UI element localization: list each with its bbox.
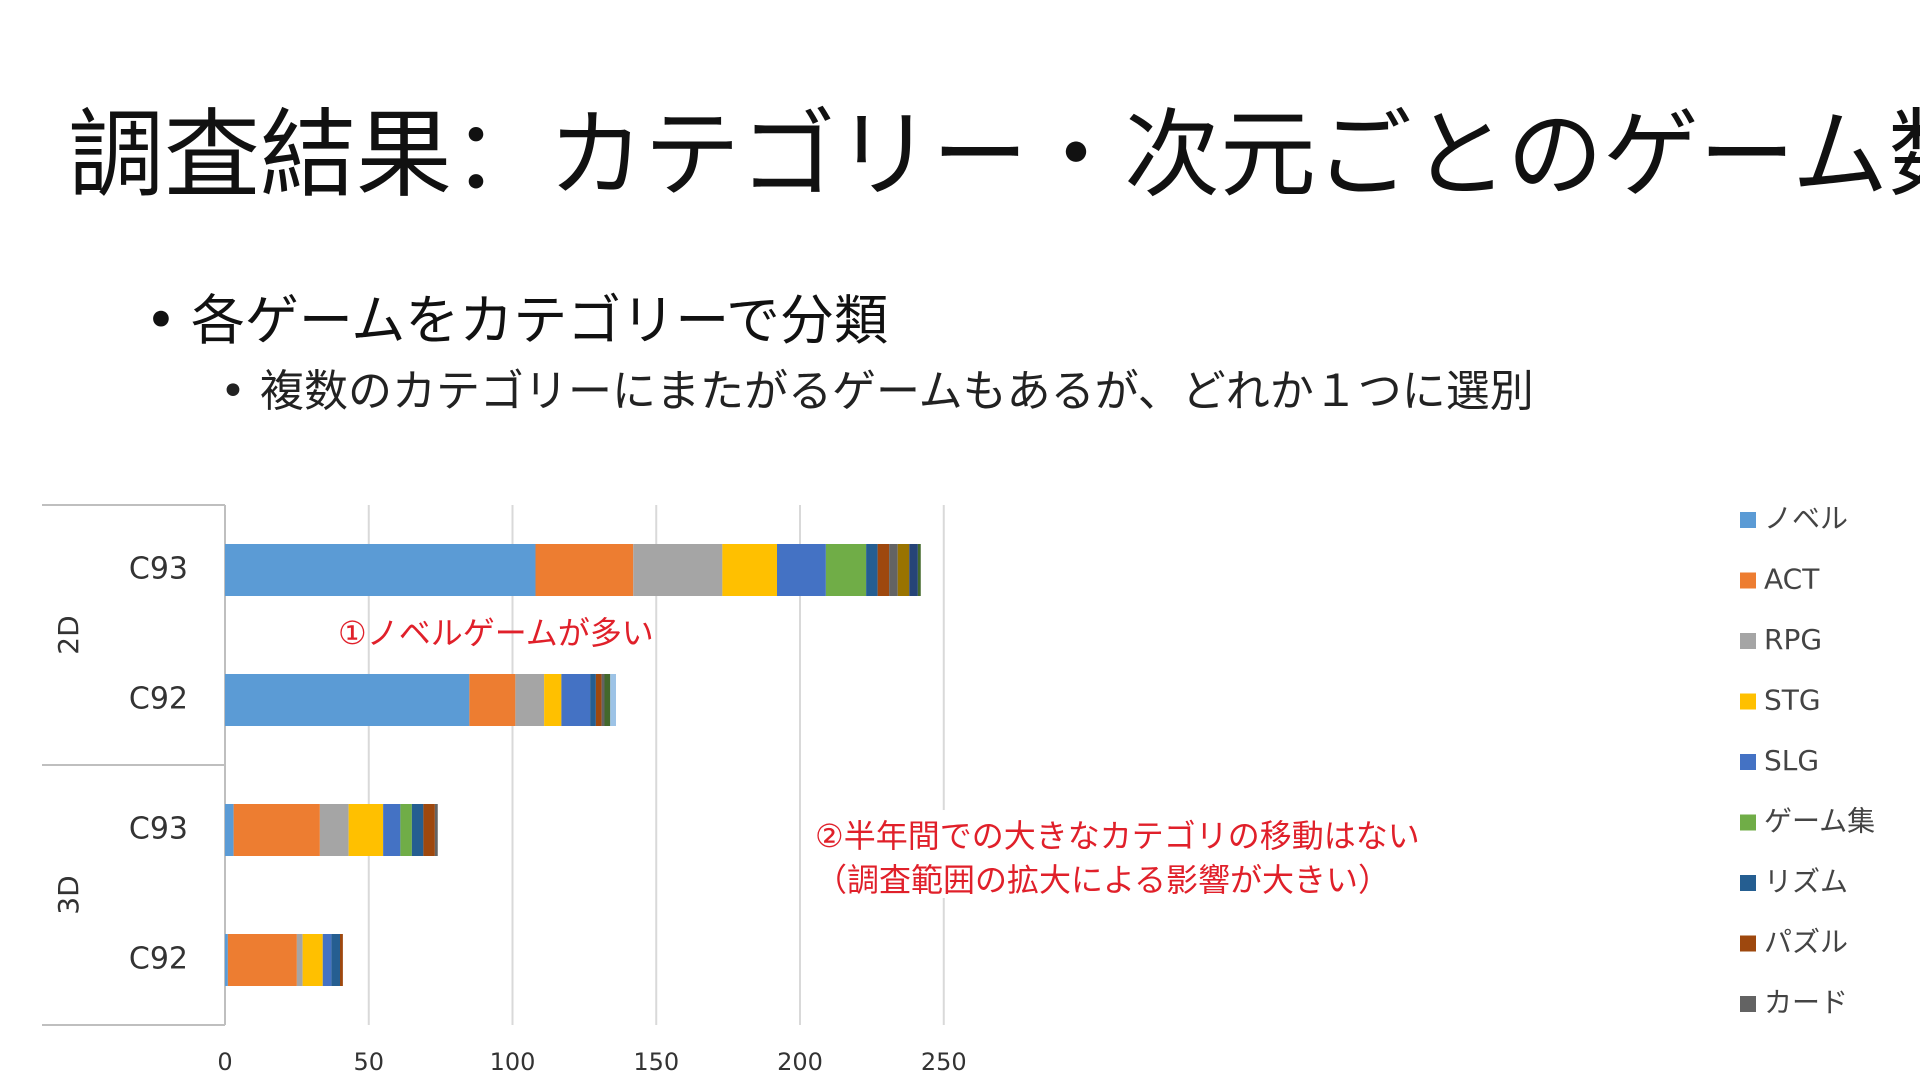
bar-segment xyxy=(225,544,536,596)
legend-label: SLG xyxy=(1764,744,1819,777)
bar-segment xyxy=(909,544,918,596)
bar-segment xyxy=(423,804,435,856)
legend-label: ノベル xyxy=(1764,502,1848,535)
x-tick-label: 250 xyxy=(921,1048,967,1076)
bar-segment xyxy=(610,674,616,726)
legend-swatch xyxy=(1740,875,1756,891)
legend-swatch xyxy=(1740,935,1756,952)
bar-segment xyxy=(227,934,297,986)
bar-segment xyxy=(348,804,384,856)
bar-segment xyxy=(411,804,424,856)
bar-segment xyxy=(319,804,349,856)
legend-swatch xyxy=(1740,572,1756,589)
bullet-dot-icon: • xyxy=(220,366,246,417)
annotation-text: （調査範囲の拡大による影響が大きい） xyxy=(815,861,1390,899)
bar-segment xyxy=(825,544,867,596)
bar-segment xyxy=(897,544,910,596)
x-tick-label: 0 xyxy=(217,1048,232,1076)
legend-swatch xyxy=(1740,693,1756,710)
annotation-text: ②半年間での大きなカテゴリの移動はない xyxy=(815,817,1420,855)
bar-segment xyxy=(302,934,323,986)
bar-segment xyxy=(225,674,470,726)
bar-segment xyxy=(225,934,228,986)
legend-swatch xyxy=(1740,512,1756,528)
group-label: 2D xyxy=(52,615,85,654)
legend-label: パズル xyxy=(1764,926,1848,959)
bar-segment xyxy=(535,544,634,596)
bullet-1-text: 各ゲームをカテゴリーで分類 xyxy=(190,289,888,352)
bar-segment xyxy=(340,934,343,986)
legend-swatch xyxy=(1740,996,1756,1012)
bar-segment xyxy=(595,674,602,726)
bar-segment xyxy=(777,544,826,596)
bar-segment xyxy=(469,674,516,726)
row-label: C92 xyxy=(129,682,188,717)
bar-segment xyxy=(590,674,596,726)
bar-segment xyxy=(877,544,890,596)
bullet-level-1: • 各ゲームをカテゴリーで分類 xyxy=(145,288,1534,354)
bar-segment xyxy=(434,804,438,856)
bar-segment xyxy=(296,934,303,986)
x-tick-label: 50 xyxy=(353,1048,384,1076)
row-label: C92 xyxy=(129,942,188,977)
bar-segment xyxy=(601,674,605,726)
x-tick-label: 200 xyxy=(777,1048,823,1076)
bar-segment xyxy=(889,544,898,596)
bullet-level-2: • 複数のカテゴリーにまたがるゲームもあるが、どれか１つに選別 xyxy=(220,364,1534,420)
bar-segment xyxy=(722,544,777,596)
row-label: C93 xyxy=(129,812,188,847)
legend-swatch xyxy=(1740,814,1756,831)
bar-segment xyxy=(322,934,332,986)
x-tick-label: 150 xyxy=(633,1048,679,1076)
legend-swatch xyxy=(1740,633,1756,649)
bar-segment xyxy=(233,804,320,856)
bar-segment xyxy=(383,804,401,856)
legend-label: RPG xyxy=(1764,623,1822,656)
legend-label: カード xyxy=(1764,986,1848,1019)
bar-segment xyxy=(917,544,921,596)
bar-segment xyxy=(515,674,545,726)
bar-segment xyxy=(866,544,878,596)
legend-label: ゲーム集 xyxy=(1764,805,1875,838)
row-label: C93 xyxy=(129,552,188,587)
annotation-text: ①ノベルゲームが多い xyxy=(338,614,654,652)
bullet-dot-icon: • xyxy=(145,289,177,352)
bullet-2-text: 複数のカテゴリーにまたがるゲームもあるが、どれか１つに選別 xyxy=(259,366,1534,417)
legend-swatch xyxy=(1740,754,1756,770)
bar-segment xyxy=(544,674,562,726)
bar-segment xyxy=(400,804,412,856)
legend-label: リズム xyxy=(1764,865,1848,898)
legend-label: STG xyxy=(1764,684,1821,717)
bar-segment xyxy=(561,674,591,726)
bullet-list: • 各ゲームをカテゴリーで分類 • 複数のカテゴリーにまたがるゲームもあるが、どれか… xyxy=(145,288,1534,420)
slide-title: 調査結果：カテゴリー・次元ごとのゲーム数 xyxy=(68,99,1920,211)
x-tick-label: 100 xyxy=(490,1048,536,1076)
annotation-backdrop xyxy=(805,810,1515,898)
group-label: 3D xyxy=(52,875,85,914)
bar-segment xyxy=(633,544,723,596)
bar-segment xyxy=(225,804,234,856)
bar-segment xyxy=(604,674,611,726)
legend-label: ACT xyxy=(1764,563,1820,596)
stacked-bar-chart: 0 50 100 150 200 250 2D 3D C93 C92 C93 C92 ノベル ACT RPG… xyxy=(42,502,1875,1076)
bar-segment xyxy=(331,934,340,986)
